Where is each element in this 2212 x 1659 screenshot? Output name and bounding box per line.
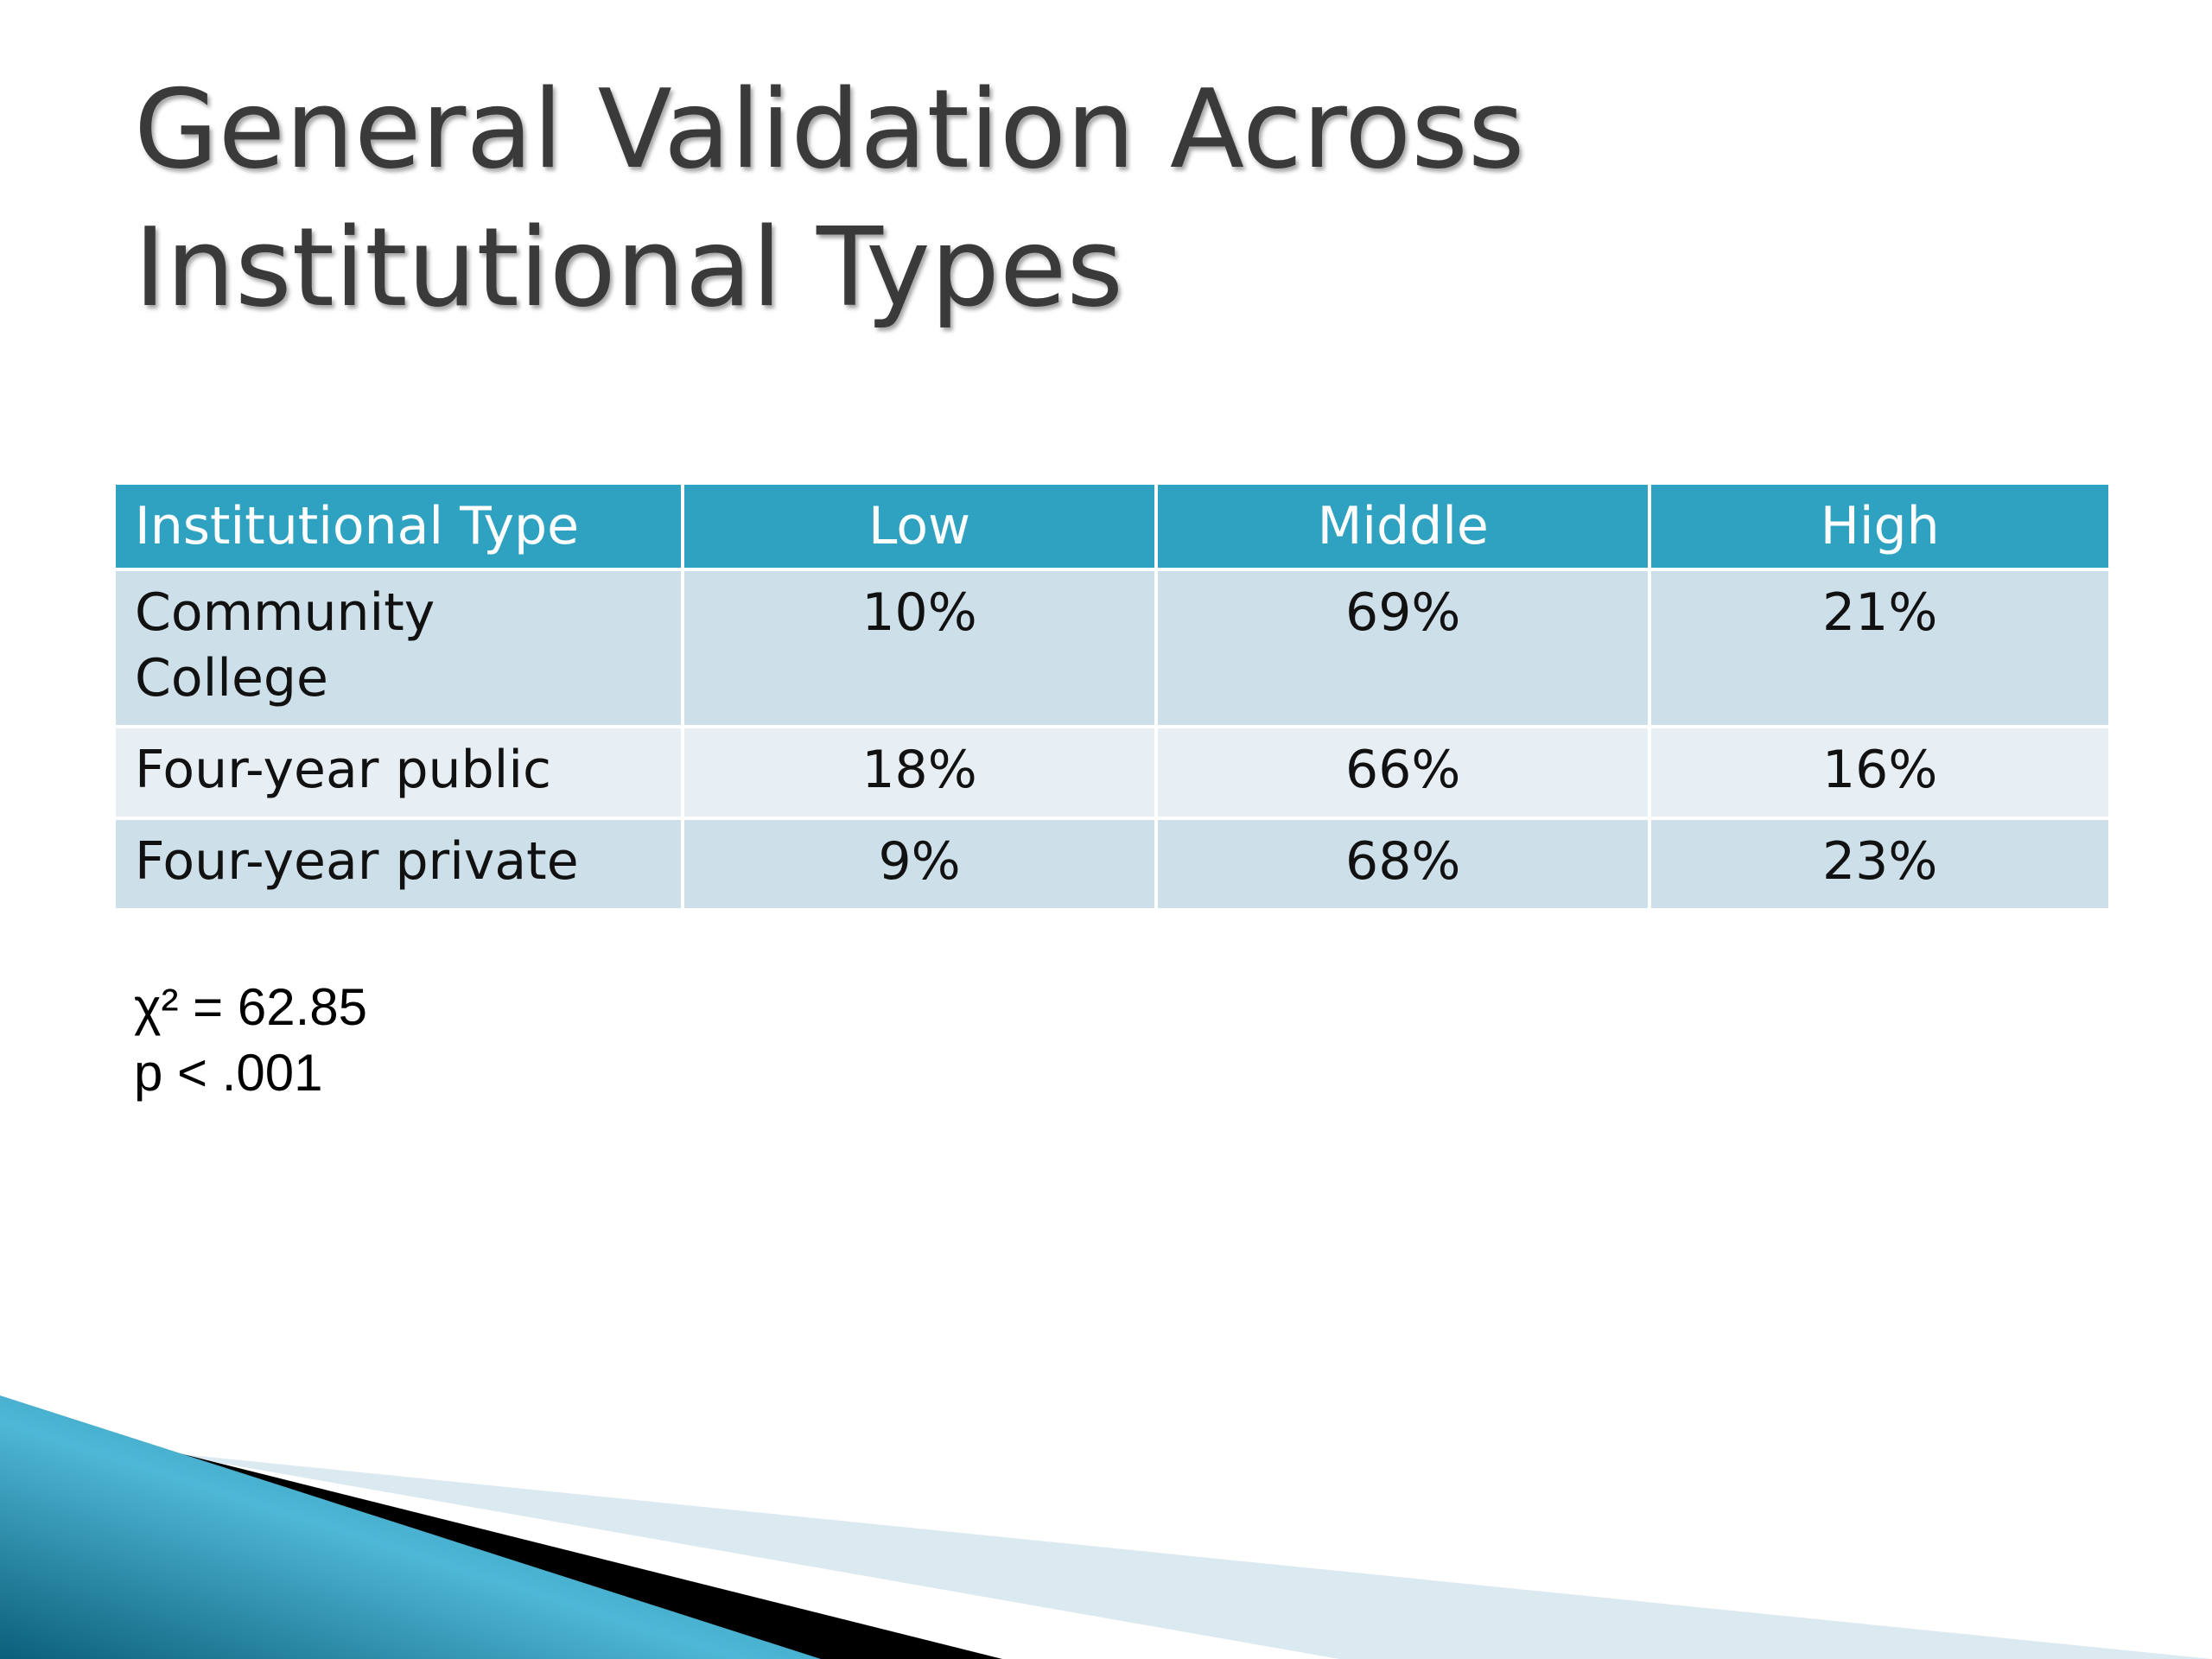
chi-square-value: χ² = 62.85 bbox=[134, 978, 367, 1036]
cell-low: 18% bbox=[680, 725, 1159, 820]
cell-low: 9% bbox=[680, 817, 1159, 912]
cell-high: 16% bbox=[1648, 725, 2112, 820]
table-row: Four-year private 9% 68% 23% bbox=[112, 817, 2112, 912]
cell-middle: 69% bbox=[1154, 568, 1652, 728]
cell-institutional-type: Four-year public bbox=[112, 725, 684, 820]
statistics-note: χ² = 62.85 p < .001 bbox=[134, 975, 367, 1106]
validation-table: Institutional Type Low Middle High Commu… bbox=[112, 481, 2112, 912]
cell-middle: 68% bbox=[1154, 817, 1652, 912]
swoosh-light-band bbox=[156, 1452, 2212, 1659]
slide-title: General Validation Across Institutional … bbox=[134, 60, 2035, 337]
header-institutional-type: Institutional Type bbox=[112, 481, 684, 571]
slide-title-line-1: General Validation Across bbox=[134, 66, 1525, 193]
cell-high: 23% bbox=[1648, 817, 2112, 912]
cell-high: 21% bbox=[1648, 568, 2112, 728]
cell-middle: 66% bbox=[1154, 725, 1652, 820]
table-row: Four-year public 18% 66% 16% bbox=[112, 725, 2112, 820]
p-value: p < .001 bbox=[134, 1044, 323, 1102]
header-middle: Middle bbox=[1154, 481, 1652, 571]
cell-type-line-1: Community bbox=[135, 582, 435, 643]
table-header-row: Institutional Type Low Middle High bbox=[112, 481, 2112, 571]
header-low: Low bbox=[680, 481, 1159, 571]
cell-institutional-type: Community College bbox=[112, 568, 684, 728]
cell-institutional-type: Four-year private bbox=[112, 817, 684, 912]
table-row: Community College 10% 69% 21% bbox=[112, 568, 2112, 728]
swoosh-black-band bbox=[121, 1439, 1002, 1659]
cell-type-line-2: College bbox=[135, 648, 328, 709]
cell-low: 10% bbox=[680, 568, 1159, 728]
slide-title-line-2: Institutional Types bbox=[134, 204, 1124, 331]
header-high: High bbox=[1648, 481, 2112, 571]
swoosh-teal-band bbox=[0, 1395, 821, 1659]
